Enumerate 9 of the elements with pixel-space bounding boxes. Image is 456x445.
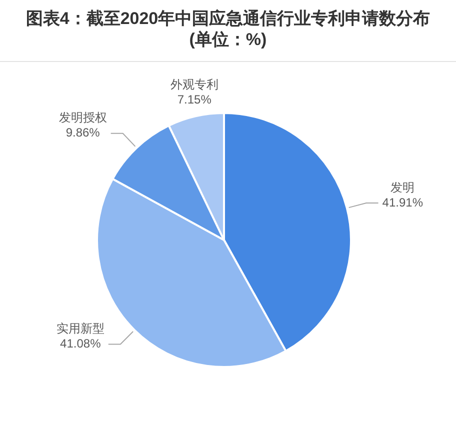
data-label: 9.86% <box>66 126 100 140</box>
slice-label: 发明授权 <box>58 110 107 125</box>
slice-label: 发明 <box>390 180 415 194</box>
slice-label: 外观专利 <box>170 78 218 92</box>
chart-title: 图表4：截至2020年中国应急通信行业专利申请数分布 (单位：%) <box>24 8 432 50</box>
data-label: 7.15% <box>177 92 212 107</box>
data-label: 41.08% <box>60 336 102 351</box>
data-label: 41.91% <box>382 195 424 210</box>
slice-label: 实用新型 <box>56 322 104 336</box>
